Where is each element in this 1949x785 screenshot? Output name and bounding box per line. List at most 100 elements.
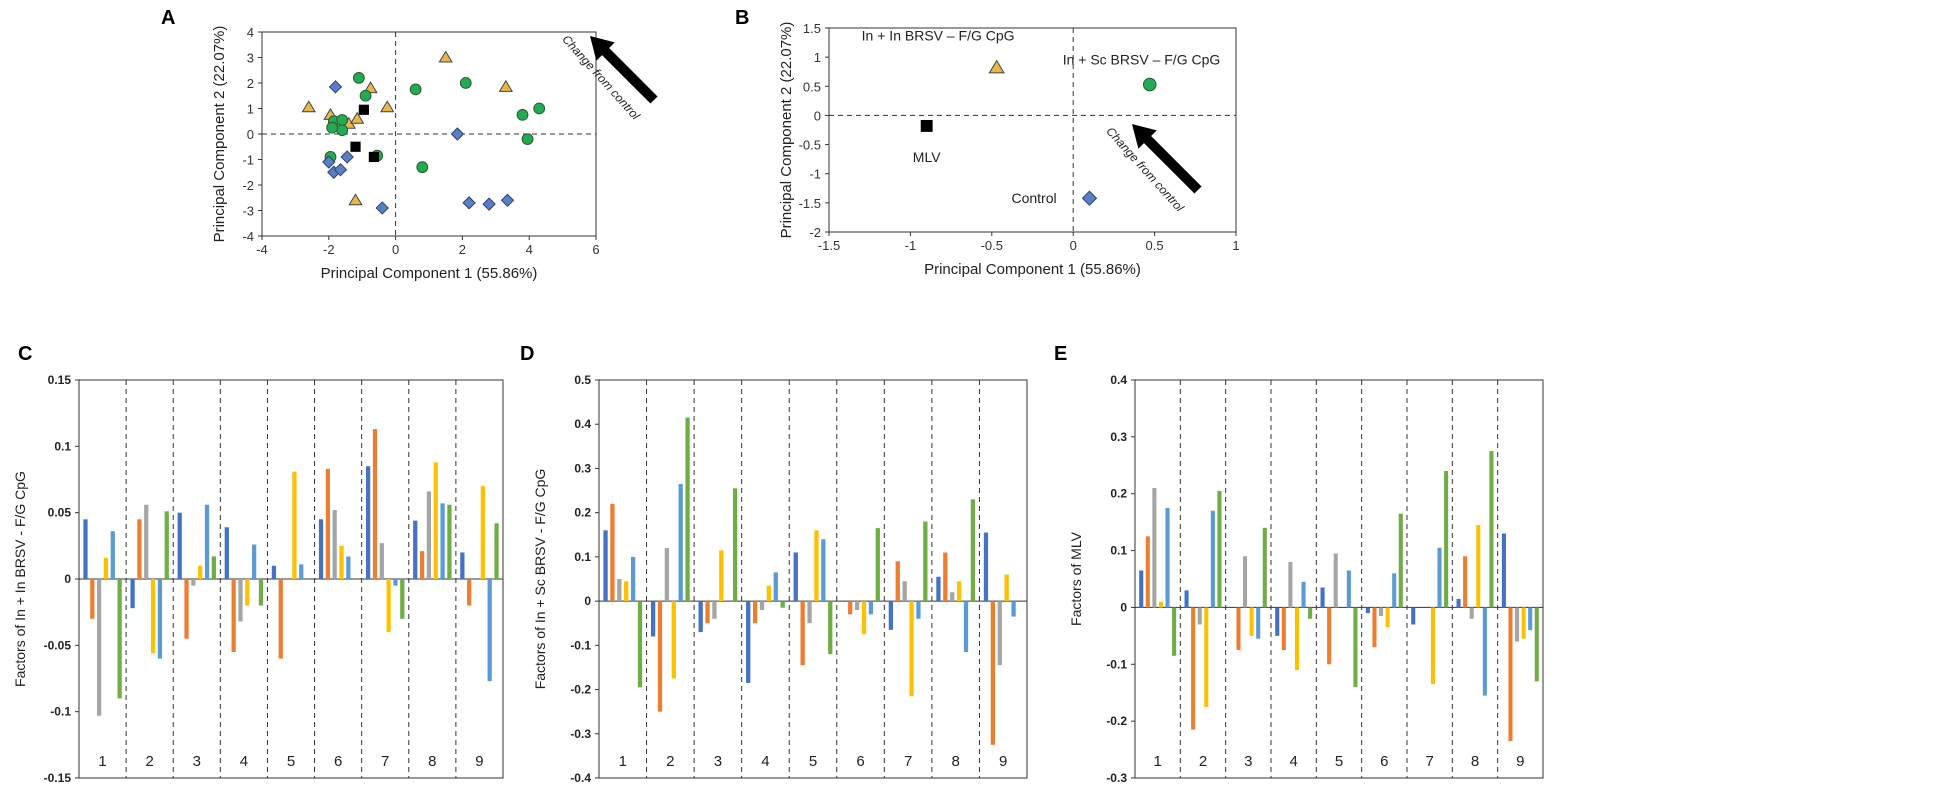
data-point-diamond bbox=[333, 162, 348, 177]
bar bbox=[1281, 607, 1286, 651]
bar bbox=[821, 539, 826, 602]
bar bbox=[1508, 607, 1513, 742]
bar bbox=[386, 579, 391, 633]
bar bbox=[746, 601, 751, 683]
y-tick-label: 1.5 bbox=[803, 21, 821, 36]
data-point-circle bbox=[516, 108, 529, 121]
y-tick-label: 0 bbox=[584, 594, 591, 608]
bar bbox=[990, 601, 996, 745]
bar bbox=[1275, 607, 1280, 636]
bar bbox=[1476, 524, 1481, 608]
category-label: 8 bbox=[951, 753, 959, 770]
y-tick-label: 0.4 bbox=[1110, 373, 1127, 387]
y-tick-label: 0.1 bbox=[1110, 544, 1127, 558]
y-tick-label: -1 bbox=[809, 167, 821, 182]
data-point-triangle bbox=[301, 100, 316, 113]
bar bbox=[1515, 607, 1520, 642]
data-point-square bbox=[920, 119, 933, 132]
x-tick-label: 1 bbox=[1232, 238, 1239, 253]
bar bbox=[177, 512, 182, 579]
bar bbox=[238, 579, 243, 622]
bar bbox=[1197, 607, 1202, 625]
x-tick-label: 0.5 bbox=[1146, 238, 1164, 253]
bar bbox=[1463, 556, 1468, 608]
x-tick-label: -0.5 bbox=[981, 238, 1003, 253]
bar bbox=[1204, 607, 1209, 707]
bar bbox=[413, 520, 418, 579]
data-point-diamond bbox=[482, 197, 496, 211]
data-point-circle bbox=[409, 83, 422, 96]
bar bbox=[278, 579, 283, 659]
bar bbox=[1528, 607, 1533, 631]
bar bbox=[346, 556, 351, 579]
data-point-circle bbox=[359, 89, 372, 102]
data-point-triangle bbox=[363, 81, 378, 94]
x-axis-label: Principal Component 1 (55.86%) bbox=[321, 265, 538, 282]
bar bbox=[1165, 507, 1170, 608]
category-label: 4 bbox=[761, 753, 769, 770]
y-tick-label: -0.2 bbox=[570, 683, 591, 697]
bar bbox=[1249, 607, 1254, 636]
change-from-control-arrow bbox=[590, 36, 658, 104]
data-point-square bbox=[350, 141, 361, 152]
x-tick-label: -1 bbox=[905, 238, 917, 253]
category-label: 7 bbox=[904, 753, 912, 770]
y-tick-label: 0.1 bbox=[54, 439, 71, 453]
data-point-diamond bbox=[340, 150, 354, 164]
data-point-triangle bbox=[988, 59, 1005, 74]
bar bbox=[671, 601, 676, 679]
bar bbox=[1139, 570, 1144, 608]
bar bbox=[379, 543, 384, 579]
panel-letter-c: C bbox=[18, 343, 32, 365]
bar bbox=[950, 592, 955, 602]
bar bbox=[630, 556, 636, 602]
x-tick-label: -2 bbox=[323, 242, 335, 257]
bar bbox=[332, 510, 337, 579]
y-tick-label: -0.1 bbox=[50, 705, 71, 719]
bar bbox=[1294, 607, 1299, 670]
x-tick-label: -4 bbox=[256, 242, 268, 257]
category-label: 2 bbox=[666, 753, 674, 770]
category-label: 9 bbox=[1516, 753, 1524, 770]
y-tick-label: -4 bbox=[242, 229, 254, 244]
data-point-diamond bbox=[500, 193, 515, 208]
y-tick-label: 1 bbox=[814, 50, 821, 65]
bar bbox=[875, 528, 880, 602]
bar bbox=[943, 552, 948, 602]
bar bbox=[258, 579, 264, 606]
bar bbox=[1191, 607, 1196, 730]
x-tick-label: 0 bbox=[1070, 238, 1077, 253]
y-tick-label: -1 bbox=[242, 153, 254, 168]
bar bbox=[1398, 513, 1403, 608]
bar bbox=[923, 521, 928, 602]
bar bbox=[1456, 598, 1461, 608]
bar bbox=[936, 576, 941, 602]
y-axis-label: Factors of In + Sc BRSV - F/G CpG bbox=[532, 469, 548, 690]
panel-b-chart: -1.5 -1 -0.5 0 0.5 1-2-1.5-1-0.500.511.5Princ… bbox=[778, 21, 1240, 278]
bar bbox=[1482, 607, 1487, 696]
bar bbox=[460, 552, 465, 579]
bar bbox=[252, 544, 257, 579]
y-axis-label: Principal Component 2 (22.07%) bbox=[211, 26, 228, 243]
bar bbox=[963, 601, 969, 652]
category-label: 1 bbox=[1153, 753, 1161, 770]
y-tick-label: -2 bbox=[242, 178, 254, 193]
bar bbox=[1184, 590, 1189, 608]
bar bbox=[1353, 607, 1358, 688]
bar bbox=[1152, 488, 1157, 608]
bar bbox=[1534, 607, 1539, 682]
x-tick-label: 2 bbox=[459, 242, 466, 257]
category-label: 1 bbox=[619, 753, 627, 770]
bar bbox=[117, 579, 122, 699]
point-label: Control bbox=[1011, 190, 1056, 206]
bar bbox=[1430, 607, 1435, 685]
panel-a-chart: -4 -2 0 2 4 6 -4 -3 -2 -1 0 1 2 3 4 Principal Component… bbox=[211, 25, 658, 282]
bar bbox=[164, 511, 169, 579]
bar bbox=[110, 531, 115, 579]
panel-letter-b: B bbox=[735, 7, 749, 29]
bar bbox=[895, 561, 900, 602]
bar bbox=[685, 417, 690, 602]
data-point-circle bbox=[336, 124, 349, 137]
bar bbox=[848, 601, 853, 615]
bar bbox=[1379, 607, 1384, 616]
